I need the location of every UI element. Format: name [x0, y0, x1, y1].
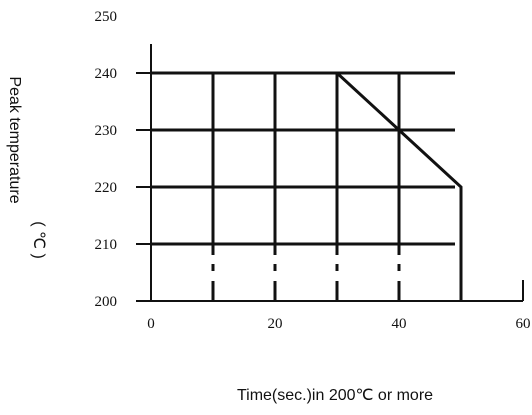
- grid: [151, 71, 455, 301]
- y-tick-label-210: 210: [95, 237, 118, 253]
- tick-labels: 200 210 220 230 240 250 0 20 40 60: [95, 9, 531, 332]
- x-tick-label-20: 20: [268, 316, 283, 332]
- y-axis-unit: ( ℃ ): [30, 221, 47, 259]
- x-axis-title: Time(sec.)in 200℃ or more: [237, 387, 433, 404]
- y-tick-label-230: 230: [95, 123, 118, 139]
- x-tick-label-0: 0: [147, 316, 155, 332]
- y-tick-label-200: 200: [95, 294, 118, 310]
- y-tick-label-220: 220: [95, 180, 118, 196]
- series: [151, 71, 463, 301]
- x-tick-label-60: 60: [516, 316, 531, 332]
- y-axis-title: Peak temperature: [6, 76, 23, 203]
- axes: [136, 44, 524, 302]
- y-axis-title-group: Peak temperature ( ℃ ): [6, 76, 47, 258]
- x-tick-label-40: 40: [392, 316, 407, 332]
- y-tick-label-250: 250: [95, 9, 118, 25]
- series-line-0: [151, 71, 463, 301]
- y-tick-label-240: 240: [95, 66, 118, 82]
